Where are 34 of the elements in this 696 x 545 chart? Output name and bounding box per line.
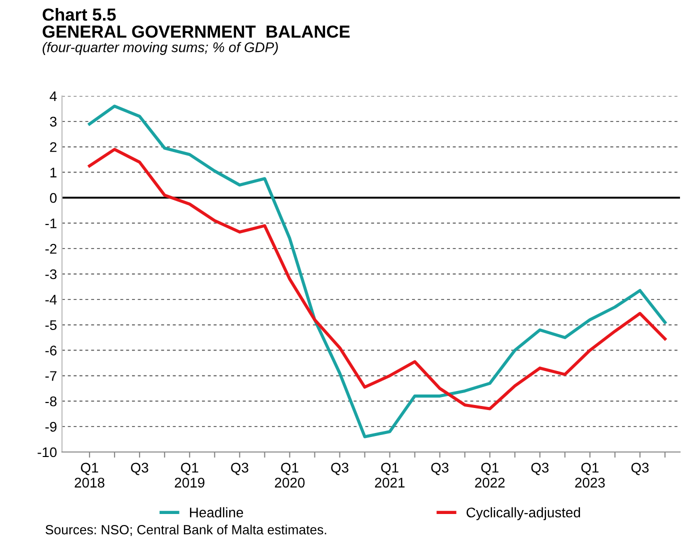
y-tick-label: -4 (45, 294, 57, 304)
chart-subtitle: (four-quarter moving sums; % of GDP) (42, 42, 278, 55)
x-tick-label: Q3 (631, 462, 649, 476)
y-tick-label: 2 (50, 142, 56, 152)
y-tick-label: 0 (50, 193, 57, 203)
x-tick-label: Q3 (431, 462, 448, 476)
legend-label: Headline (190, 507, 244, 518)
x-tick-label: Q1 2020 (274, 462, 305, 488)
x-tick-label: Q3 (331, 462, 348, 476)
y-tick-label: 3 (50, 116, 57, 127)
x-tick-label: Q3 (531, 462, 549, 476)
y-tick-label: -8 (45, 396, 57, 406)
source-note: Sources: NSO; Central Bank of Malta estimates. (46, 524, 326, 536)
y-tick-label: 1 (50, 168, 56, 178)
x-tick-label: Q3 (130, 462, 148, 476)
x-tick-label: Q3 (231, 462, 248, 476)
y-tick-label: -7 (45, 371, 56, 381)
legend-label: Cyclically-adjusted (466, 507, 580, 520)
x-tick-label: Q1 2019 (174, 462, 204, 488)
x-tick-label: Q1 2022 (475, 462, 505, 488)
x-tick-label: Q1 2021 (375, 462, 405, 488)
y-tick-label: -10 (38, 447, 57, 458)
chart-title: Chart 5.5 GENERAL GOVERNMENT BALANCE (42, 8, 350, 38)
x-tick-label: Q1 2023 (575, 462, 605, 488)
y-tick-label: -3 (45, 269, 57, 280)
x-tick-label: Q1 2018 (74, 462, 104, 488)
line-series (88, 104, 667, 438)
y-tick-label: -9 (45, 422, 56, 432)
y-tick-label: -2 (45, 244, 56, 254)
y-tick-label: 4 (50, 91, 57, 102)
line-series (88, 148, 667, 410)
y-tick-label: -6 (45, 346, 57, 356)
y-tick-label: -1 (45, 218, 56, 228)
y-tick-label: -5 (45, 320, 57, 330)
